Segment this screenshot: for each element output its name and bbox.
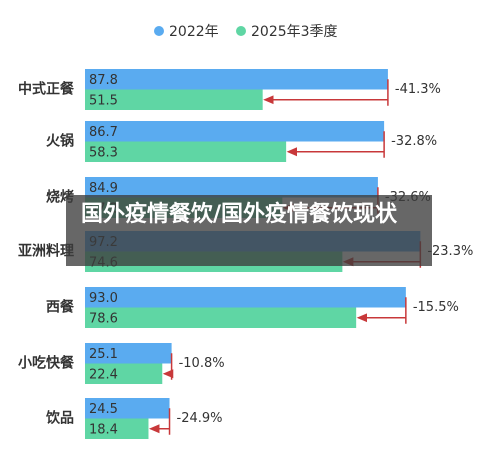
- legend-swatch: [236, 26, 246, 36]
- change-label: -15.5%: [413, 300, 459, 315]
- category-label: 饮品: [45, 410, 74, 427]
- bar: [85, 69, 388, 90]
- bar: [85, 121, 385, 142]
- legend-label: 2022年: [169, 24, 219, 40]
- change-label: -32.8%: [391, 134, 437, 149]
- value-label: 24.5: [89, 402, 118, 417]
- change-label: -10.8%: [179, 356, 225, 371]
- change-label: -23.3%: [427, 244, 473, 259]
- value-label: 87.8: [89, 73, 118, 88]
- value-label: 51.5: [89, 93, 118, 108]
- bar: [85, 418, 149, 439]
- bar: [85, 363, 163, 384]
- value-label: 78.6: [89, 311, 118, 326]
- bar: [85, 307, 357, 328]
- category-label: 亚洲料理: [18, 243, 74, 260]
- category-label: 中式正餐: [18, 81, 75, 98]
- value-label: 58.3: [89, 145, 118, 160]
- value-label: 22.4: [89, 367, 118, 382]
- overlay-title: 国外疫情餐饮/国外疫情餐饮现状: [66, 195, 432, 266]
- bar: [85, 343, 172, 364]
- value-label: 93.0: [89, 291, 118, 306]
- category-label: 西餐: [46, 299, 75, 316]
- value-label: 18.4: [89, 422, 118, 437]
- legend-swatch: [154, 26, 164, 36]
- category-label: 火锅: [46, 134, 74, 150]
- value-label: 25.1: [89, 347, 118, 362]
- legend-label: 2025年3季度: [251, 24, 338, 40]
- category-label: 小吃快餐: [18, 355, 75, 372]
- bar: [85, 141, 287, 162]
- value-label: 86.7: [89, 125, 118, 140]
- bar: [85, 177, 378, 198]
- value-label: 84.9: [89, 181, 118, 196]
- change-label: -24.9%: [177, 411, 223, 426]
- bar: [85, 89, 263, 110]
- bar: [85, 287, 406, 308]
- change-label: -41.3%: [395, 82, 441, 97]
- bar: [85, 398, 170, 419]
